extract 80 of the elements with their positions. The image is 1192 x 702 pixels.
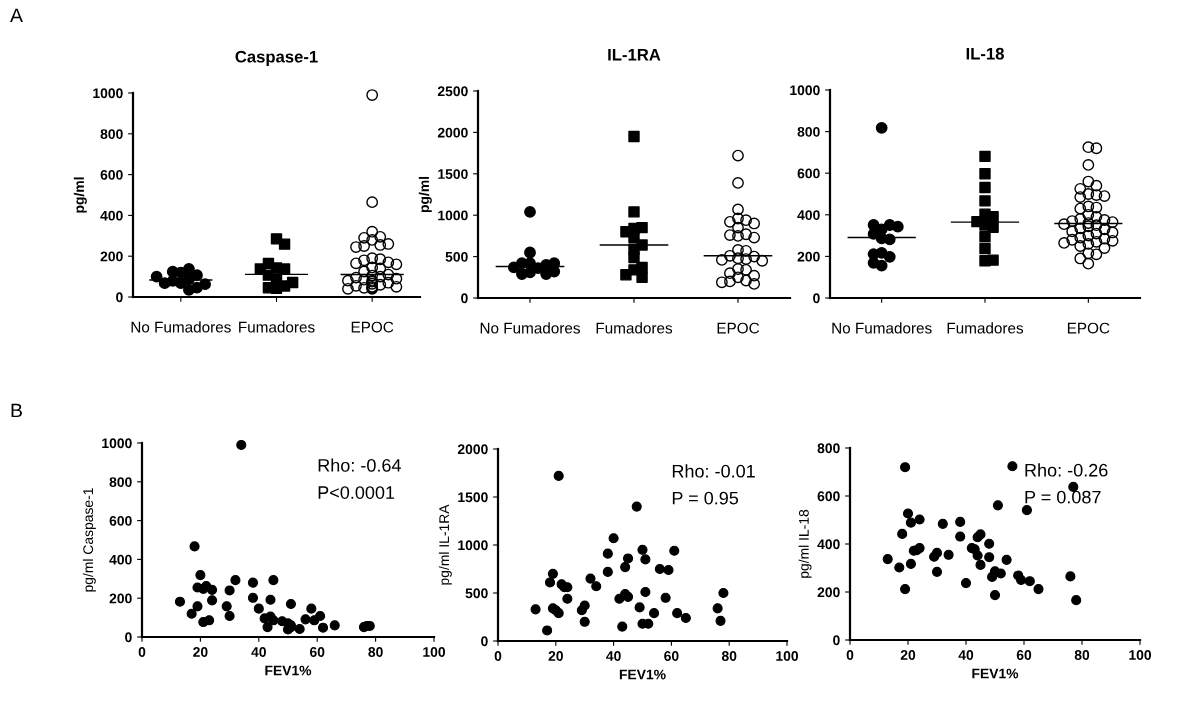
y-tick-label: 0: [116, 292, 123, 303]
y-tick-label: 200: [797, 251, 820, 262]
y-tick-label: 600: [797, 168, 820, 179]
x-tick-label: 80: [368, 647, 383, 657]
y-tick-label: 500: [465, 588, 488, 599]
x-tick-label: 20: [193, 647, 208, 657]
y-tick-label: 2500: [437, 86, 468, 97]
annotation: P = 0.95: [672, 491, 739, 505]
y-tick-label: 200: [100, 251, 123, 262]
y-tick-label: 600: [109, 515, 132, 526]
y-axis-title: pg/ml IL-1RA: [438, 504, 452, 585]
annotation: Rho: -0.01: [672, 464, 755, 478]
x-tick-label: 40: [251, 647, 266, 657]
y-tick-label: 2000: [437, 127, 468, 138]
y-tick-label: 0: [481, 636, 488, 647]
x-axis-title: FEV1%: [265, 665, 312, 676]
x-tick-label: 40: [606, 651, 621, 661]
y-tick-label: 2000: [457, 444, 488, 455]
annotation: P = 0.087: [1025, 490, 1101, 504]
y-tick-label: 400: [817, 539, 840, 550]
y-tick-label: 200: [109, 593, 132, 604]
annotation: Rho: -0.26: [1025, 463, 1108, 477]
text: A: [10, 8, 23, 23]
x-tick-label: 20: [900, 650, 916, 660]
y-tick-label: 1000: [790, 85, 820, 96]
y-tick-label: 200: [817, 587, 840, 598]
y-tick-label: 800: [797, 126, 820, 137]
x-tick-label: 100: [776, 651, 799, 661]
x-tick-label: 0: [494, 651, 502, 661]
y-tick-label: 800: [100, 129, 123, 139]
y-tick-label: 400: [100, 210, 123, 221]
x-tick-label: 40: [958, 650, 974, 660]
x-tick-label: Fumadores: [239, 321, 315, 333]
y-axis-title: pg/ml: [73, 177, 87, 213]
y-tick-label: 1000: [458, 540, 488, 551]
x-tick-label: Fumadores: [596, 322, 673, 334]
y-tick-label: 0: [813, 293, 820, 304]
y-tick-label: 800: [109, 477, 132, 487]
y-tick-label: 1500: [458, 492, 488, 503]
x-tick-label: 100: [423, 647, 446, 657]
x-tick-label: 20: [548, 651, 563, 661]
y-axis-title: pg/ml Caspase-1: [82, 488, 96, 592]
x-tick-label: 60: [309, 647, 325, 657]
y-tick-label: 0: [833, 635, 840, 646]
x-tick-label: No Fumadores: [832, 322, 932, 334]
x-tick-label: 60: [1016, 650, 1032, 660]
x-tick-label: 0: [846, 650, 854, 660]
x-axis-title: FEV1%: [972, 668, 1019, 679]
y-axis-title: pg/ml IL-18: [798, 509, 812, 578]
y-tick-label: 400: [797, 210, 820, 220]
y-tick-label: 600: [817, 491, 840, 502]
x-tick-label: Fumadores: [947, 322, 1024, 334]
x-axis-title: FEV1%: [619, 669, 666, 680]
x-tick-label: 80: [721, 651, 737, 661]
y-tick-label: 1000: [102, 438, 132, 449]
annotation: Rho: -0.64: [318, 458, 401, 472]
y-tick-label: 400: [109, 554, 132, 565]
x-tick-label: 0: [138, 647, 146, 657]
x-tick-label: No Fumadores: [131, 321, 231, 333]
x-tick-label: 80: [1074, 650, 1090, 660]
chart-title: IL-1RA: [608, 48, 661, 61]
x-tick-label: No Fumadores: [480, 322, 580, 334]
annotation: P<0.0001: [318, 486, 395, 499]
x-tick-label: 100: [1129, 650, 1152, 660]
y-tick-label: 500: [445, 251, 468, 262]
y-tick-label: 0: [461, 293, 468, 304]
x-tick-label: 60: [664, 651, 679, 661]
y-tick-label: 1500: [438, 169, 468, 179]
chart-title: Caspase-1: [235, 50, 318, 66]
chart-title: IL-18: [966, 47, 1004, 60]
x-tick-label: EPOC: [351, 321, 394, 333]
y-axis-title: pg/ml: [418, 176, 432, 213]
y-tick-label: 0: [125, 632, 132, 643]
text: B: [11, 403, 22, 418]
x-tick-label: EPOC: [717, 322, 760, 334]
y-tick-label: 600: [100, 169, 123, 180]
y-tick-label: 1000: [438, 210, 468, 221]
x-tick-label: EPOC: [1067, 322, 1110, 334]
y-tick-label: 1000: [93, 88, 123, 99]
y-tick-label: 800: [817, 443, 840, 454]
